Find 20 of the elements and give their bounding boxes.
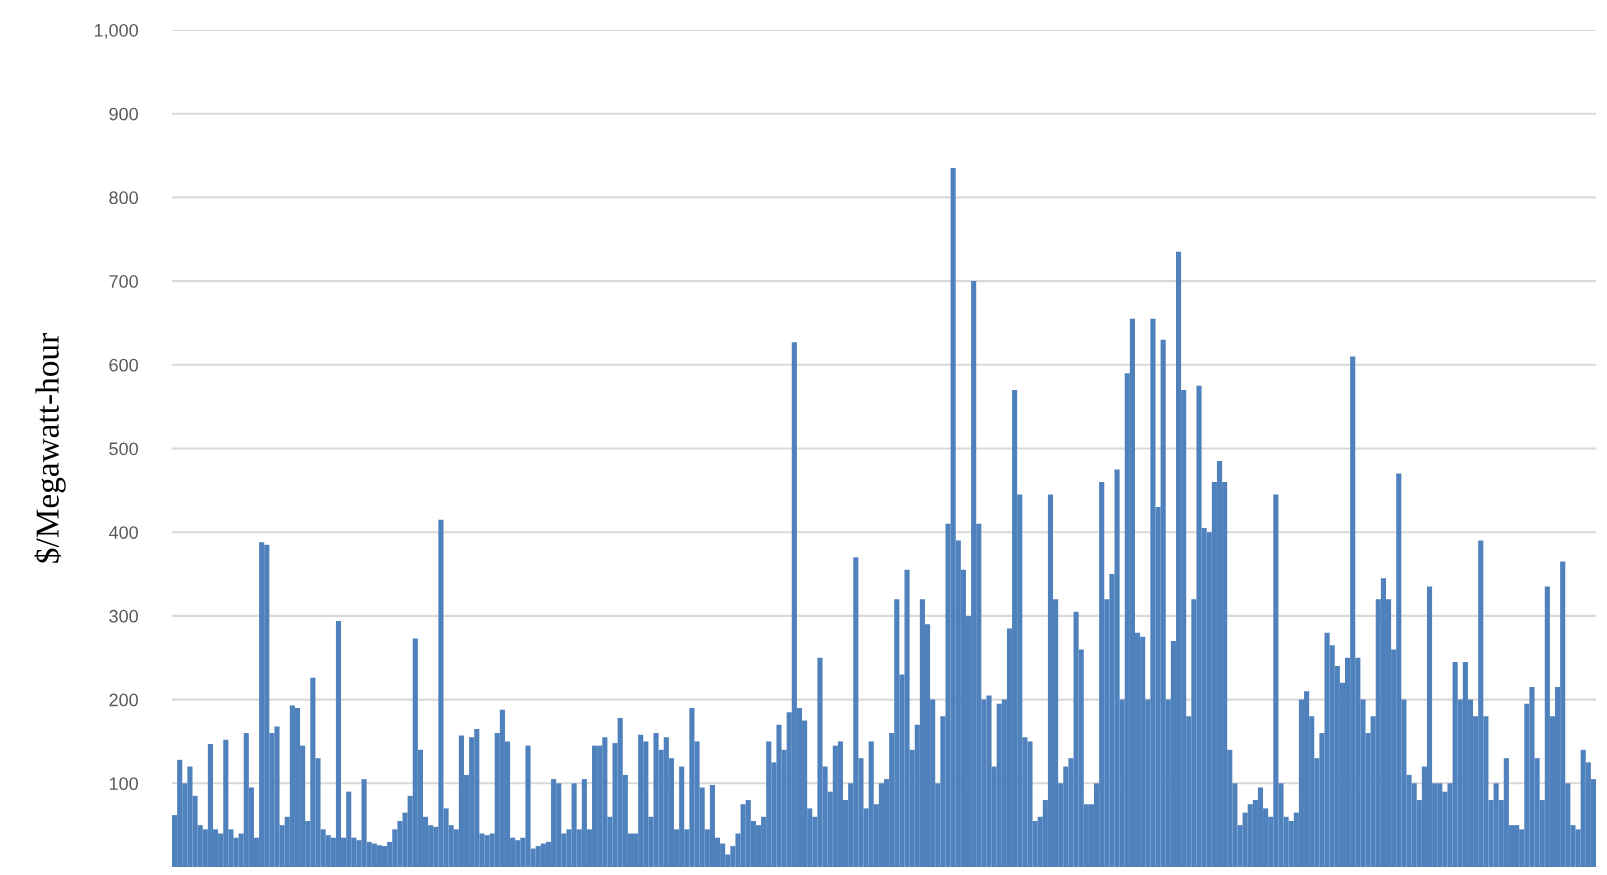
bar [376, 845, 383, 867]
y-tick-label: 700 [109, 275, 138, 288]
y-tick-label: 300 [109, 609, 138, 623]
bar [837, 741, 844, 867]
bar [1426, 586, 1433, 867]
bar [294, 707, 301, 867]
bar [1175, 251, 1182, 867]
y-tick-label: 500 [109, 442, 138, 456]
bar [335, 620, 342, 867]
y-tick-label: 200 [109, 693, 138, 707]
y-tick-label: 600 [109, 358, 138, 372]
y-tick-label: 800 [109, 191, 138, 205]
bar [1216, 461, 1223, 867]
y-tick-label: 900 [109, 107, 138, 121]
y-tick-label: 1,000 [94, 23, 138, 39]
y-tick-label: 400 [108, 526, 138, 539]
bar [1047, 494, 1054, 867]
bar [1257, 787, 1264, 867]
y-tick-label: 100 [109, 777, 138, 791]
y-axis-title: $/Megawatt-hour [34, 333, 66, 563]
